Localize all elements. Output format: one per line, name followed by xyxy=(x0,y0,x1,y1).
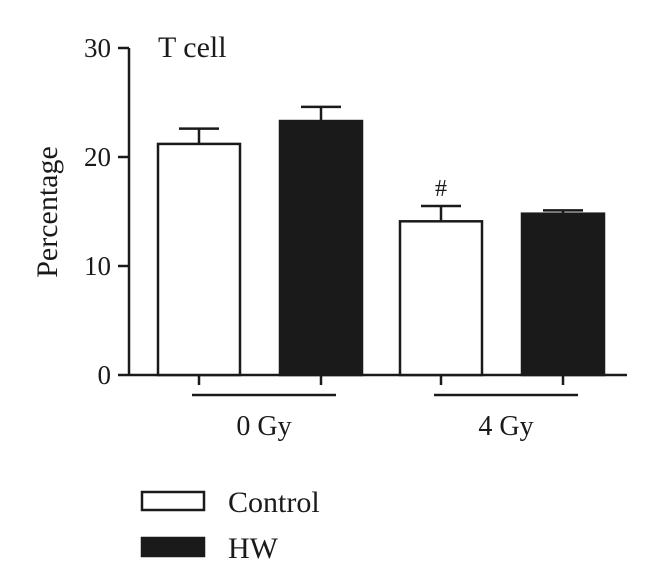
legend: Control HW xyxy=(140,486,320,565)
y-tick-label: 20 xyxy=(84,142,111,172)
legend-label: HW xyxy=(228,532,279,565)
group-label: 4 Gy xyxy=(478,411,533,442)
y-tick-label: 30 xyxy=(84,33,111,63)
chart-title: T cell xyxy=(158,31,227,64)
legend-swatch xyxy=(140,536,206,558)
y-tick-label: 0 xyxy=(98,360,112,390)
y-axis-title: Percentage xyxy=(31,146,64,278)
bars: # xyxy=(156,105,606,385)
y-tick-label: 10 xyxy=(84,251,111,281)
significance-marker: # xyxy=(435,176,447,202)
legend-label: Control xyxy=(228,486,320,519)
group-labels: 0 Gy 4 Gy xyxy=(192,393,578,442)
bar xyxy=(520,212,606,377)
bar xyxy=(156,142,242,377)
legend-swatch xyxy=(140,490,206,512)
bar xyxy=(398,220,484,377)
group-label: 0 Gy xyxy=(236,411,291,442)
bar xyxy=(278,119,364,377)
y-axis: 0 10 20 30 xyxy=(84,33,131,390)
